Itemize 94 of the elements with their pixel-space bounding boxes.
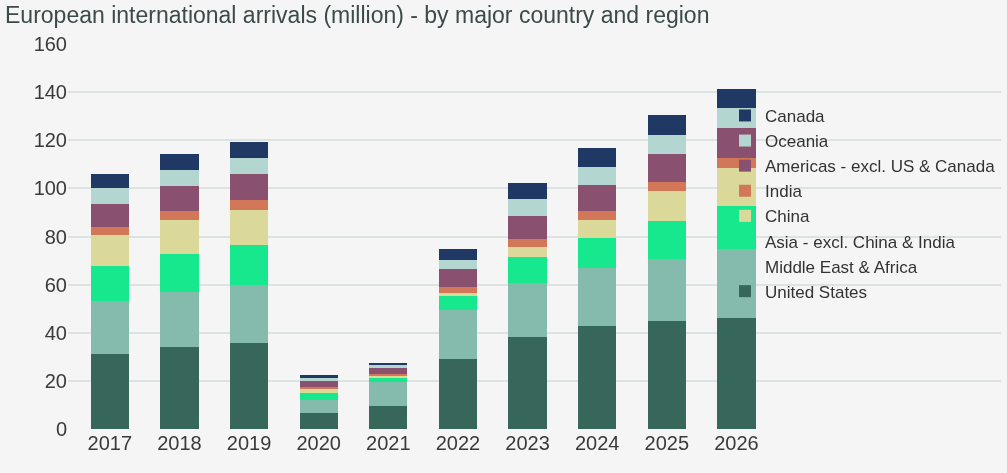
bar [90,234,129,267]
bar [229,142,269,158]
legend-label: United States [765,282,868,302]
x-tick-label: 2022 [435,432,481,454]
bar [508,257,547,283]
bar [90,266,129,302]
x-tick-label: 2023 [505,432,550,454]
bar [299,388,338,393]
bar [369,377,408,382]
x-tick-label: 2025 [644,432,690,454]
bar [229,209,269,246]
bar [717,317,756,429]
y-tick-label: 80 [44,225,67,248]
bar [508,282,547,337]
x-tick-label: 2019 [226,432,272,454]
bar [229,245,269,286]
bar [160,292,199,348]
bar [578,237,617,269]
y-tick-label: 100 [33,177,67,200]
bar [578,219,617,238]
bar [90,204,129,227]
bar [90,173,129,189]
bar [578,185,617,211]
x-tick-label: 2017 [87,432,133,454]
y-tick-label: 120 [33,129,67,152]
bar [578,326,617,429]
y-tick-label: 160 [33,33,67,55]
bar [229,174,269,201]
x-tick-label: 2021 [366,432,411,454]
series-label: Asia - excl. China & India [765,232,956,252]
bar [438,287,478,294]
bar [647,114,686,135]
x-tick-label: 2026 [714,432,759,454]
bar [647,259,686,321]
bar [438,268,478,288]
bar [438,358,478,429]
bar [90,354,129,429]
y-tick-label: 0 [55,418,67,440]
bar [717,249,756,318]
bar [299,386,338,389]
series-label: Middle East & Africa [765,257,918,277]
legend-label: Americas - excl. US & Canada [765,157,996,177]
y-tick-label: 40 [44,321,67,344]
bar [508,199,547,216]
bar [160,211,199,221]
bar [369,406,408,429]
x-tick-label: 2018 [157,432,202,454]
bar [438,296,478,310]
bar [299,392,338,400]
bar [508,215,547,240]
bar [160,347,199,429]
legend-label: Canada [765,107,826,127]
bar [438,309,478,359]
bar [508,239,547,247]
bar [438,259,478,269]
y-tick-label: 140 [33,81,67,104]
bar [578,268,617,327]
bar [299,399,338,414]
bar [299,413,338,429]
bar [160,185,199,212]
bar [438,248,478,260]
bar [508,246,547,258]
bar [160,154,199,170]
bar [578,210,617,220]
y-tick-label: 60 [44,273,67,296]
bar [299,380,338,387]
bar [508,183,547,200]
bar [508,336,547,429]
bar [578,148,617,167]
bar [647,221,686,260]
bar [578,166,617,186]
bar [647,181,686,192]
x-tick-label: 2020 [296,432,341,454]
legend-label: Oceania [765,132,829,152]
legend-label: India [765,182,803,202]
bar [229,343,269,429]
bar [229,285,269,344]
bar [160,254,199,293]
bar [160,169,199,186]
y-tick-label: 20 [44,369,67,392]
bar [369,381,408,407]
bar [229,157,269,175]
bar [160,220,199,255]
bar [647,134,686,155]
bar [90,188,129,205]
bar [90,301,129,355]
bar [647,154,686,182]
chart-title: European international arrivals (million) - by major country and region [5,2,710,29]
bar [647,191,686,222]
x-tick-label: 2024 [574,432,620,454]
bar [229,200,269,210]
bar [90,226,129,235]
bar [647,320,686,429]
legend-label: China [765,207,810,227]
